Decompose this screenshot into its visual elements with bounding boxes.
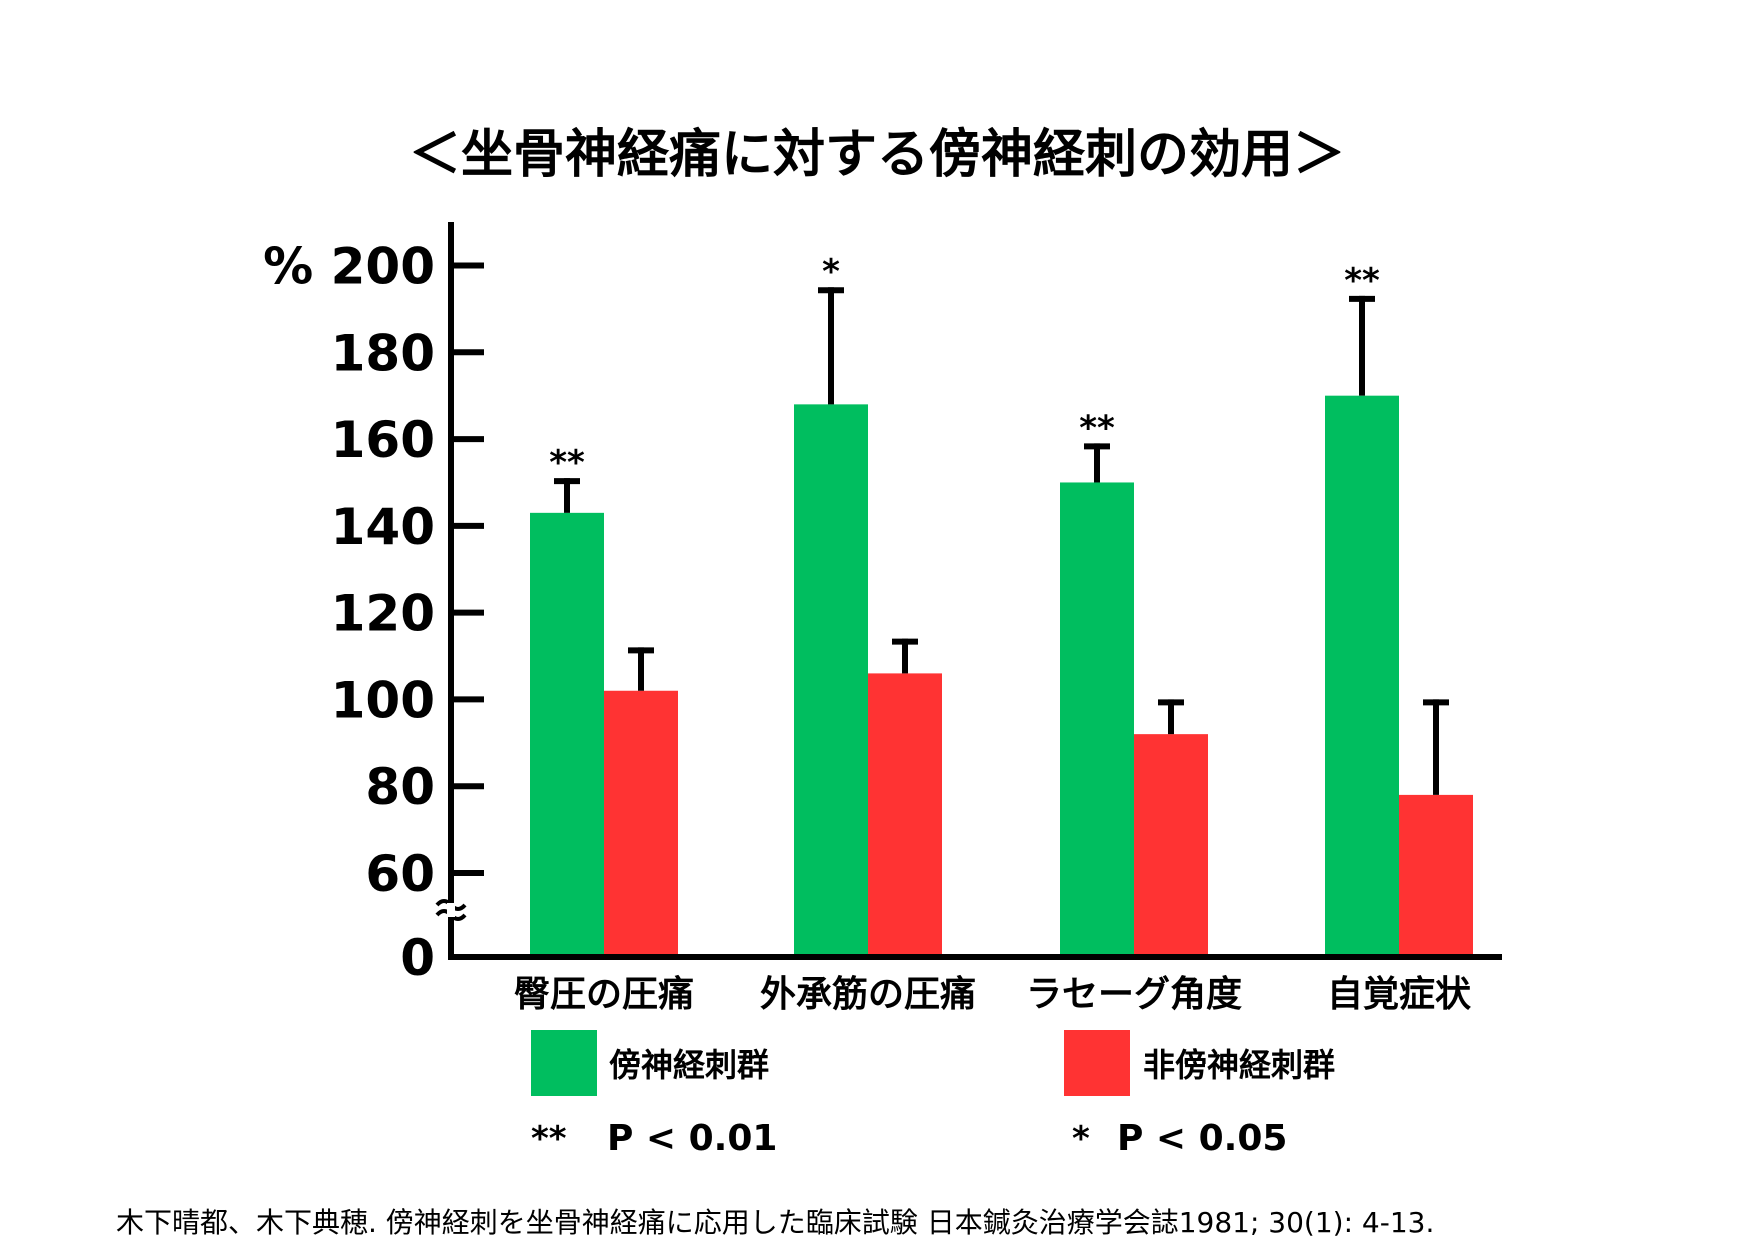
significance-label: ** [1344, 261, 1380, 301]
x-tick-label: 自覚症状 [1327, 974, 1472, 1015]
x-tick-label: ラセーグ角度 [1026, 974, 1242, 1015]
significance-note-text: P < 0.05 [1117, 1118, 1287, 1159]
bar [530, 512, 604, 954]
significance-note-text: P < 0.01 [607, 1118, 777, 1159]
axis-break-gap [447, 903, 455, 917]
y-tick-label: 120 [331, 585, 435, 643]
y-tick-label: 0 [400, 929, 435, 987]
x-tick-label: 外承筋の圧痛 [760, 974, 976, 1015]
bar [794, 404, 868, 954]
significance-note-mark: ** [531, 1119, 567, 1159]
significance-label: * [822, 252, 840, 292]
significance-label: ** [549, 443, 585, 483]
y-tick-label: 180 [331, 324, 435, 382]
y-tick-label: 140 [331, 498, 435, 556]
citation: 木下晴都、木下典穂. 傍神経刺を坐骨神経痛に応用した臨床試験 日本鍼灸治療学会誌… [116, 1206, 1434, 1239]
y-tick-label: 160 [331, 411, 435, 469]
y-tick-label: 80 [365, 758, 435, 816]
y-tick-label: 60 [365, 845, 435, 903]
significance-label: ** [1079, 408, 1115, 448]
bar [868, 673, 942, 954]
significance-note-mark: * [1072, 1119, 1090, 1159]
legend-swatch [1064, 1030, 1130, 1096]
y-tick-label: 100 [331, 671, 435, 729]
legend-label: 傍神経刺群 [609, 1046, 769, 1084]
bar [1134, 734, 1208, 954]
x-tick-label: 臀圧の圧痛 [514, 974, 694, 1015]
chart-title: ＜坐骨神経痛に対する傍神経刺の効用＞ [409, 125, 1345, 185]
bar [1060, 482, 1134, 954]
y-tick-label: % 200 [263, 238, 435, 296]
bar [604, 690, 678, 954]
bar [1399, 794, 1473, 954]
legend-swatch [531, 1030, 597, 1096]
bar [1325, 395, 1399, 954]
legend-label: 非傍神経刺群 [1143, 1046, 1335, 1084]
